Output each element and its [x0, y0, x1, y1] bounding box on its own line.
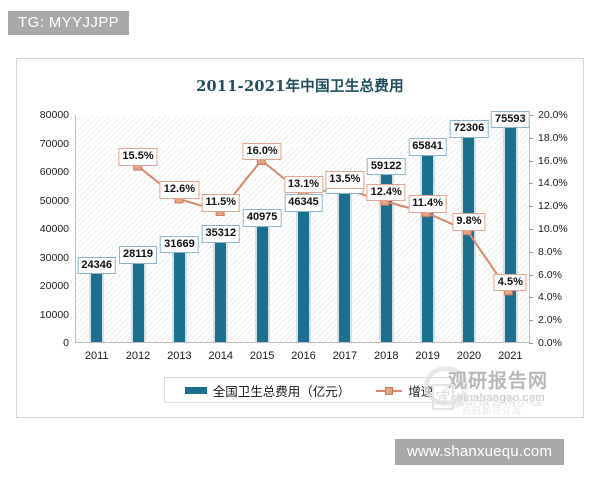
legend-item-line: 增速 [376, 381, 433, 400]
legend-item-bar: 全国卫生总费用（亿元） [184, 381, 351, 400]
y-axis-right-tick: 2.0% [538, 314, 562, 327]
y-axis-right-tick: 18.0% [538, 131, 568, 144]
bar[interactable] [378, 173, 394, 342]
bar[interactable] [337, 192, 353, 342]
y-axis-right-tick: 4.0% [538, 291, 562, 304]
legend-bar-label: 全国卫生总费用（亿元） [212, 383, 351, 399]
growth-rate-label: 12.4% [366, 183, 406, 202]
y-axis-right-tick: 20.0% [538, 109, 568, 121]
bar-value-label: 59122 [366, 157, 406, 176]
growth-rate-label: 13.5% [325, 171, 365, 189]
legend-line-label: 增速 [408, 383, 434, 399]
y-axis-left-tick: 0 [63, 337, 69, 349]
x-axis-tick: 2012 [125, 350, 151, 362]
x-axis-tick: 2014 [208, 350, 233, 362]
y-axis-right-tick-mark [529, 343, 533, 344]
bar-value-label: 24346 [77, 256, 116, 275]
bar[interactable] [89, 272, 105, 342]
growth-rate-label: 15.5% [118, 148, 158, 166]
gridline [76, 172, 529, 173]
y-axis-left-tick: 10000 [39, 308, 69, 321]
bar-value-label: 72306 [449, 119, 489, 138]
x-axis-tick: 2011 [84, 350, 109, 362]
y-axis-left-tick: 30000 [39, 251, 69, 264]
legend-bar-swatch-icon [184, 386, 207, 394]
y-axis-right-tick-mark [529, 229, 533, 230]
bar[interactable] [213, 241, 229, 342]
bar-value-label: 40975 [242, 209, 282, 227]
bar[interactable] [254, 225, 270, 342]
chart-card: 2011-2021年中国卫生总费用 0 10000 20000 30000 40000 5… [16, 58, 584, 418]
legend-line-swatch-icon [376, 386, 403, 395]
x-axis-tick: 2017 [332, 350, 358, 362]
y-axis-right-tick-mark [529, 251, 533, 253]
bar-value-label: 75593 [491, 110, 530, 129]
chart-title: 2011-2021年中国卫生总费用 [196, 78, 404, 95]
y-axis-right-tick-mark [529, 320, 533, 322]
y-axis-left-tick: 50000 [39, 194, 69, 207]
x-axis-tick: 2021 [498, 350, 523, 362]
bar[interactable] [296, 209, 311, 342]
bar-value-label: 31669 [160, 235, 199, 254]
x-axis-tick: 2019 [415, 350, 440, 362]
plot-area: 0 10000 20000 30000 40000 50000 60000 70000 8000… [40, 110, 568, 362]
bar[interactable] [171, 251, 187, 342]
x-axis-tick: 2018 [373, 350, 399, 362]
x-axis-tick: 2013 [167, 350, 192, 362]
y-axis-left-tick: 20000 [39, 280, 69, 292]
chart-legend: 全国卫生总费用（亿元） 增速 [164, 377, 454, 403]
y-axis-right-tick: 14.0% [538, 177, 568, 190]
growth-rate-label: 16.0% [242, 142, 282, 161]
bar-value-label: 65841 [408, 138, 447, 156]
y-axis-right-tick-mark [529, 183, 533, 185]
gridline [76, 143, 529, 145]
y-axis-left-tick: 70000 [39, 137, 69, 150]
y-axis-left-tick: 60000 [39, 166, 69, 178]
y-axis-right-tick-mark [529, 137, 533, 139]
bar[interactable] [461, 135, 477, 342]
x-axis-tick: 2015 [249, 350, 275, 362]
growth-rate-label: 9.8% [452, 213, 486, 231]
bar-value-label: 35312 [201, 225, 241, 243]
bar-value-label: 28119 [119, 245, 158, 264]
x-axis-tick: 2020 [456, 350, 482, 362]
bar[interactable] [130, 261, 146, 342]
y-axis-right-tick-mark [529, 115, 533, 116]
y-axis-right-tick-mark [529, 297, 533, 299]
growth-rate-label: 12.6% [159, 181, 200, 199]
y-axis-right-tick: 0.0% [538, 337, 562, 349]
bar-value-label: 46345 [284, 193, 323, 212]
growth-rate-label: 11.4% [408, 195, 447, 213]
url-bar-overlay: www.shanxuequ.com [395, 439, 565, 465]
tg-tag-overlay: TG: MYYJJPP [8, 11, 130, 35]
y-axis-right-tick: 16.0% [538, 154, 568, 167]
gridline [76, 115, 529, 116]
y-axis-right-tick-mark [529, 206, 533, 208]
y-axis-right-tick: 12.0% [538, 200, 568, 213]
y-axis-right-tick: 8.0% [538, 245, 562, 258]
growth-rate-label: 13.1% [283, 175, 324, 194]
growth-rate-label: 11.5% [201, 193, 241, 212]
x-axis-tick: 2016 [291, 350, 316, 362]
y-axis-left-tick: 40000 [39, 223, 69, 235]
y-axis-right-tick: 6.0% [538, 268, 562, 281]
y-axis-right-tick: 10.0% [538, 223, 568, 235]
y-axis-right-tick-mark [529, 160, 533, 162]
y-axis-right-tick-mark [529, 274, 533, 276]
growth-rate-label: 4.5% [493, 273, 527, 292]
y-axis-left-tick: 80000 [39, 109, 69, 121]
